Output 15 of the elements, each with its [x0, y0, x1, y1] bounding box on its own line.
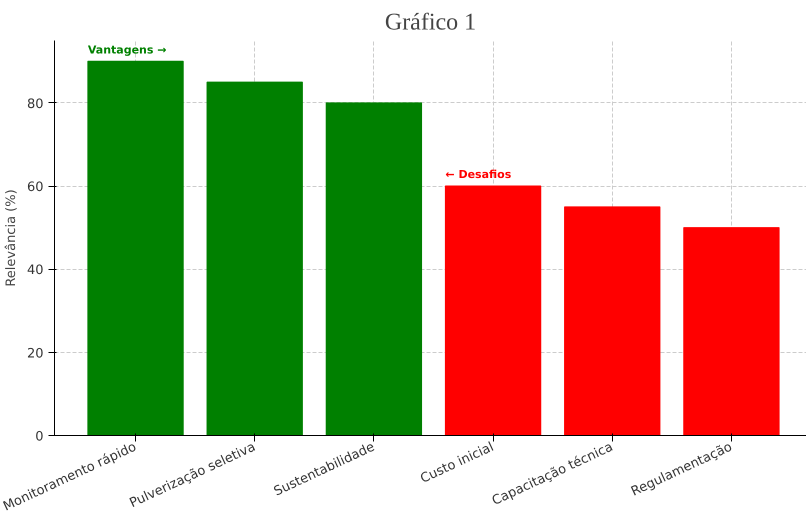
- y-axis-title: Relevância (%): [4, 189, 19, 287]
- bar: [444, 186, 542, 436]
- bar: [564, 206, 660, 436]
- annotation: Vantagens →: [88, 43, 166, 56]
- bar: [87, 60, 184, 436]
- annotation: ← Desafios: [445, 168, 512, 182]
- y-tick-label: 60: [26, 180, 44, 196]
- y-tick-label: 80: [26, 96, 44, 112]
- y-tick-label: 20: [26, 346, 44, 362]
- y-tick-label: 0: [35, 430, 44, 444]
- bar: [683, 227, 780, 436]
- chart-title: Gráfico 1: [384, 10, 476, 36]
- y-tick-label: 40: [26, 263, 44, 278]
- bar: [326, 102, 422, 436]
- bar: [206, 82, 303, 436]
